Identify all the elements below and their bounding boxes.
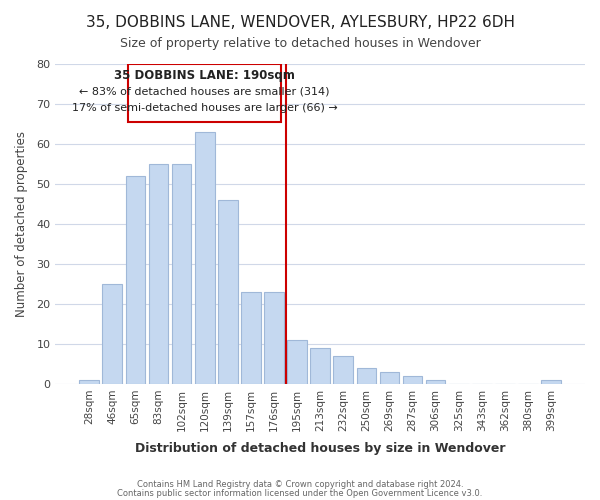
Bar (426, 380, 445, 384)
Text: ← 83% of detached houses are smaller (314): ← 83% of detached houses are smaller (31… (79, 87, 330, 97)
Bar (264, 292, 284, 384)
Text: Contains public sector information licensed under the Open Government Licence v3: Contains public sector information licen… (118, 488, 482, 498)
Text: Size of property relative to detached houses in Wendover: Size of property relative to detached ho… (119, 38, 481, 51)
Bar (172, 164, 191, 384)
Bar (334, 356, 353, 384)
Text: 35, DOBBINS LANE, WENDOVER, AYLESBURY, HP22 6DH: 35, DOBBINS LANE, WENDOVER, AYLESBURY, H… (86, 15, 515, 30)
Text: Contains HM Land Registry data © Crown copyright and database right 2024.: Contains HM Land Registry data © Crown c… (137, 480, 463, 489)
Bar (195, 132, 215, 384)
Bar (541, 380, 561, 384)
Bar (356, 368, 376, 384)
Text: 17% of semi-detached houses are larger (66) →: 17% of semi-detached houses are larger (… (72, 103, 338, 113)
X-axis label: Distribution of detached houses by size in Wendover: Distribution of detached houses by size … (135, 442, 505, 455)
Bar (403, 376, 422, 384)
Bar (79, 380, 99, 384)
Bar (218, 200, 238, 384)
Text: 35 DOBBINS LANE: 190sqm: 35 DOBBINS LANE: 190sqm (114, 68, 295, 82)
Bar (125, 176, 145, 384)
Bar (287, 340, 307, 384)
Bar (380, 372, 399, 384)
FancyBboxPatch shape (128, 64, 281, 122)
Bar (103, 284, 122, 384)
Bar (241, 292, 260, 384)
Bar (310, 348, 330, 384)
Bar (149, 164, 169, 384)
Y-axis label: Number of detached properties: Number of detached properties (15, 131, 28, 317)
